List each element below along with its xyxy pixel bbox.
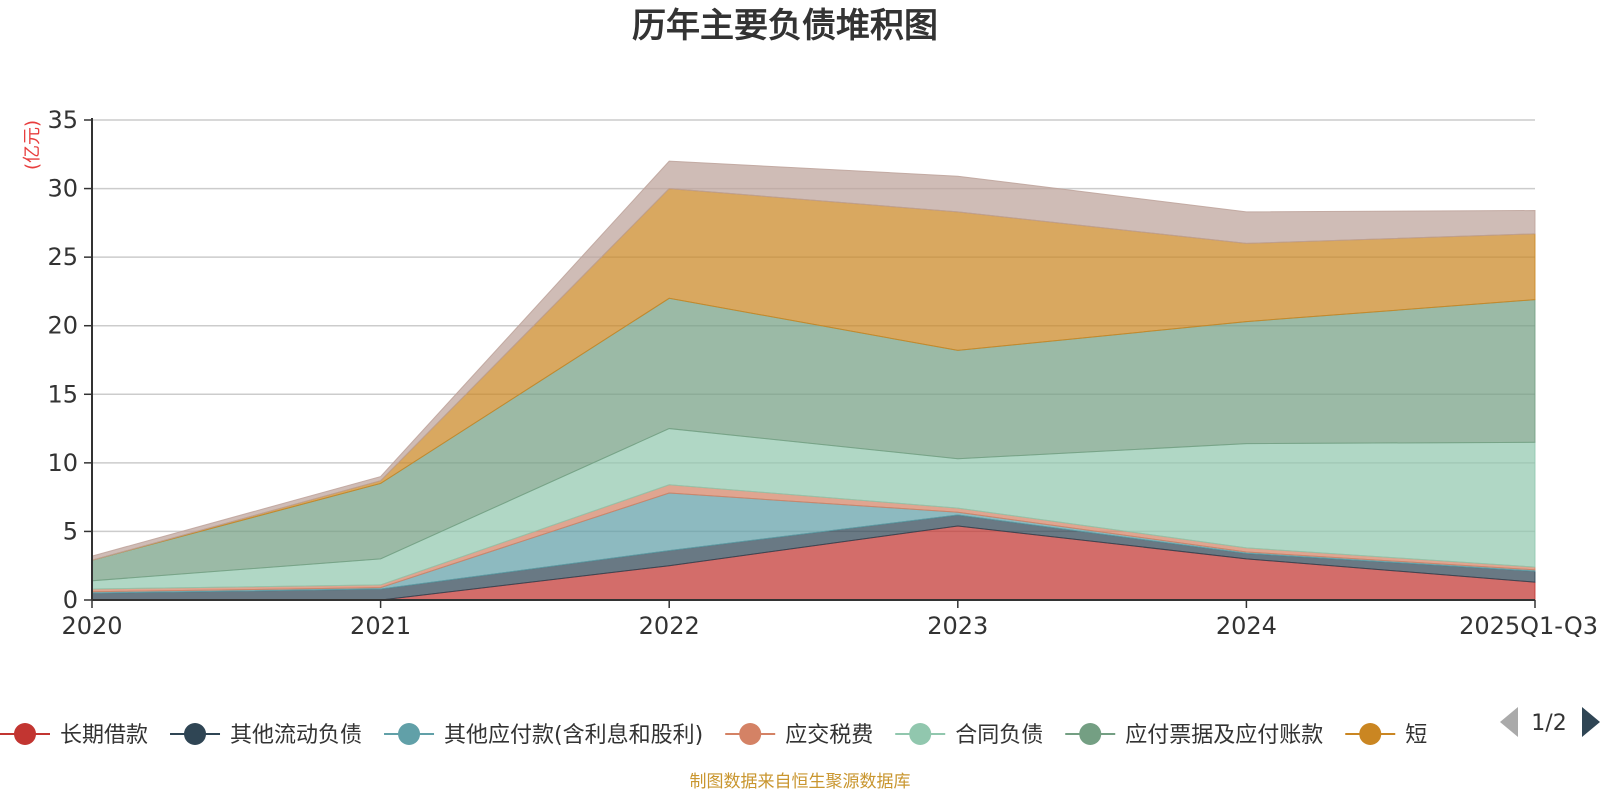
legend-marker-icon xyxy=(909,723,932,745)
legend: 长期借款 其他流动负债 其他应付款(含利息和股利) 应交税费 合同负债 应付票据及应付账款… xyxy=(0,723,1427,748)
legend-item[interactable]: 短 xyxy=(1345,723,1427,748)
legend-item[interactable]: 应付票据及应付账款 xyxy=(1065,723,1323,748)
legend-item[interactable]: 应交税费 xyxy=(725,723,873,748)
y-tick-label: 35 xyxy=(47,106,78,134)
x-tick-label: 2021 xyxy=(350,612,411,640)
legend-label: 长期借款 xyxy=(60,723,148,748)
y-axis-unit: (亿元) xyxy=(22,120,43,170)
legend-items: 长期借款 其他流动负债 其他应付款(含利息和股利) 应交税费 合同负债 应付票据及应付账款… xyxy=(0,723,1427,748)
legend-marker-icon xyxy=(1359,723,1382,745)
legend-next-page-icon[interactable] xyxy=(1582,707,1600,737)
legend-prev-page-icon[interactable] xyxy=(1500,707,1518,737)
legend-item[interactable]: 合同负债 xyxy=(895,723,1043,748)
x-tick-label: 2023 xyxy=(927,612,988,640)
legend-marker-icon xyxy=(184,723,207,745)
chart-title: 历年主要负债堆积图 xyxy=(632,6,938,46)
legend-pager: 1/2 xyxy=(1500,707,1600,737)
axes: 0 5 10 15 20 25 30 35 2020 2021 2022 2023 2024 2025Q1… xyxy=(47,106,1598,640)
legend-item[interactable]: 其他应付款(含利息和股利) xyxy=(384,723,703,748)
legend-label: 应交税费 xyxy=(785,723,873,748)
area-series-group xyxy=(91,160,1536,601)
y-tick-label: 5 xyxy=(63,517,78,545)
y-tick-label: 0 xyxy=(63,586,78,614)
legend-label: 其他应付款(含利息和股利) xyxy=(444,723,703,748)
area-series-其他[interactable] xyxy=(91,160,1536,561)
legend-item[interactable]: 其他流动负债 xyxy=(170,723,362,748)
legend-label: 其他流动负债 xyxy=(230,723,362,748)
legend-label: 短 xyxy=(1405,723,1427,748)
data-source-note: 制图数据来自恒生聚源数据库 xyxy=(690,772,911,792)
legend-label: 应付票据及应付账款 xyxy=(1125,723,1323,748)
legend-label: 合同负债 xyxy=(955,723,1043,748)
legend-marker-icon xyxy=(14,723,36,745)
y-tick-label: 30 xyxy=(47,175,78,203)
y-tick-label: 25 xyxy=(47,243,78,271)
y-tick-label: 10 xyxy=(47,449,78,477)
legend-marker-icon xyxy=(739,723,762,745)
y-tick-label: 20 xyxy=(47,312,78,340)
x-tick-label: 2025Q1-Q3 xyxy=(1459,612,1598,640)
legend-marker-icon xyxy=(1079,723,1102,745)
legend-marker-icon xyxy=(398,723,421,745)
x-tick-label: 2022 xyxy=(639,612,700,640)
y-tick-label: 15 xyxy=(47,380,78,408)
legend-item[interactable]: 长期借款 xyxy=(0,723,148,748)
x-tick-label: 2020 xyxy=(61,612,122,640)
x-tick-label: 2024 xyxy=(1216,612,1277,640)
legend-page-indicator: 1/2 xyxy=(1531,711,1566,736)
